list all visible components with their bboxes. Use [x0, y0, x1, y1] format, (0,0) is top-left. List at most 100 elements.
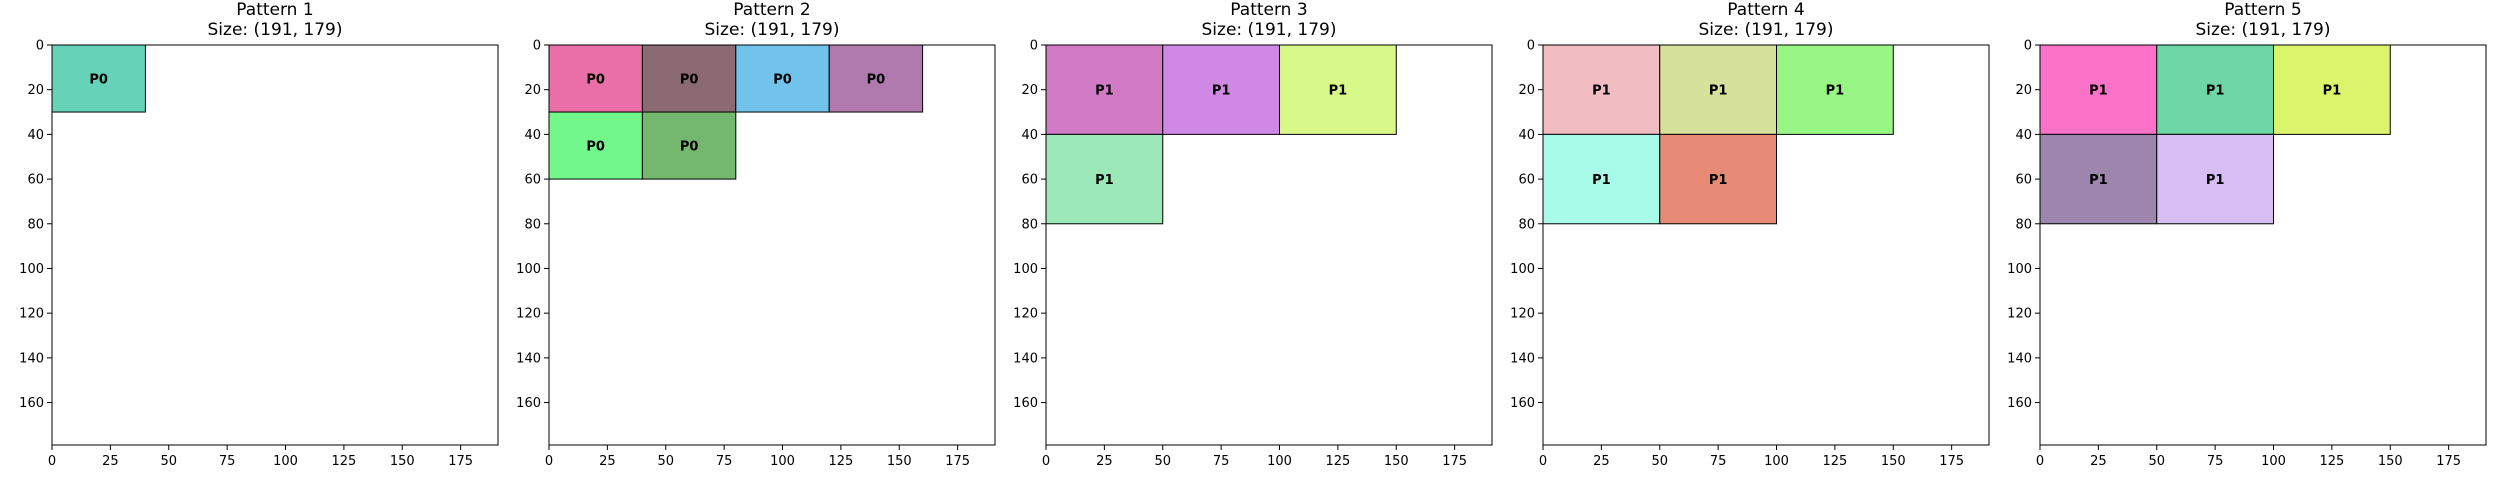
plot-frame — [2039, 44, 2487, 446]
x-tick-label: 75 — [219, 454, 236, 469]
y-tick-label: 20 — [524, 83, 541, 98]
y-tick-label: 120 — [516, 307, 541, 322]
pattern-piece — [1045, 133, 1164, 225]
pattern-piece — [2156, 133, 2275, 225]
chart-subtitle: Size: (191, 179) — [208, 20, 343, 40]
x-tick-label: 75 — [1213, 454, 1230, 469]
y-tick-label: 60 — [27, 173, 44, 188]
x-tick-label: 125 — [2319, 454, 2344, 469]
x-tick-label: 25 — [2090, 454, 2107, 469]
pattern-piece — [1659, 44, 1778, 135]
y-tick-label: 60 — [1021, 173, 1038, 188]
x-tick-label: 0 — [48, 454, 56, 469]
piece-label: P1 — [1095, 84, 1114, 99]
y-tick-label: 60 — [2015, 173, 2032, 188]
y-tick-label: 100 — [1510, 262, 1535, 277]
pattern-piece — [1279, 44, 1397, 135]
x-tick-label: 125 — [828, 454, 853, 469]
plot-frame — [548, 44, 996, 446]
piece-label: P1 — [1592, 173, 1611, 188]
x-tick-label: 75 — [1710, 454, 1727, 469]
y-tick-label: 120 — [1510, 307, 1535, 322]
y-tick-label: 40 — [1518, 128, 1535, 143]
y-tick-label: 140 — [2007, 351, 2032, 366]
plot-frame — [1045, 44, 1493, 446]
x-tick-label: 150 — [887, 454, 912, 469]
pattern-piece — [548, 111, 643, 180]
y-tick-label: 0 — [2024, 39, 2032, 54]
piece-label: P1 — [2089, 84, 2108, 99]
chart-title: Pattern 1 — [236, 0, 313, 20]
x-tick-label: 100 — [770, 454, 795, 469]
y-tick-label: 60 — [1518, 173, 1535, 188]
plot-frame — [1542, 44, 1990, 446]
pattern-piece — [548, 44, 643, 113]
piece-label: P0 — [867, 73, 886, 88]
x-tick-label: 50 — [1651, 454, 1668, 469]
x-tick-label: 100 — [1764, 454, 1789, 469]
y-tick-label: 80 — [1518, 217, 1535, 232]
chart-title: Pattern 3 — [1230, 0, 1307, 20]
pattern-piece — [2273, 44, 2391, 135]
chart-subtitle: Size: (191, 179) — [2196, 20, 2331, 40]
x-tick-label: 50 — [2148, 454, 2165, 469]
y-tick-label: 0 — [1527, 39, 1535, 54]
y-tick-label: 40 — [524, 128, 541, 143]
x-tick-label: 0 — [545, 454, 553, 469]
piece-label: P0 — [680, 140, 699, 155]
x-tick-label: 125 — [1325, 454, 1350, 469]
y-tick-label: 100 — [19, 262, 44, 277]
y-tick-label: 140 — [516, 351, 541, 366]
x-tick-label: 175 — [448, 454, 473, 469]
x-tick-label: 25 — [102, 454, 119, 469]
x-tick-label: 125 — [331, 454, 356, 469]
chart-title: Pattern 2 — [733, 0, 810, 20]
x-tick-label: 0 — [2036, 454, 2044, 469]
y-tick-label: 20 — [1518, 83, 1535, 98]
piece-label: P1 — [2323, 84, 2342, 99]
pattern-piece — [735, 44, 830, 113]
x-tick-label: 100 — [273, 454, 298, 469]
x-tick-label: 75 — [2207, 454, 2224, 469]
x-tick-label: 100 — [2261, 454, 2286, 469]
pattern-piece — [2039, 133, 2158, 225]
x-tick-label: 0 — [1042, 454, 1050, 469]
y-tick-label: 140 — [1510, 351, 1535, 366]
y-tick-label: 140 — [19, 351, 44, 366]
piece-label: P1 — [1095, 173, 1114, 188]
x-tick-label: 50 — [160, 454, 177, 469]
x-tick-label: 175 — [2436, 454, 2461, 469]
x-tick-label: 175 — [1939, 454, 1964, 469]
y-tick-label: 120 — [19, 307, 44, 322]
y-tick-label: 80 — [1021, 217, 1038, 232]
y-tick-label: 20 — [27, 83, 44, 98]
piece-label: P1 — [1329, 84, 1348, 99]
y-tick-label: 40 — [1021, 128, 1038, 143]
y-tick-label: 120 — [1013, 307, 1038, 322]
pattern-piece — [1776, 44, 1894, 135]
x-tick-label: 75 — [716, 454, 733, 469]
pattern-piece — [1162, 44, 1281, 135]
chart-title: Pattern 4 — [1727, 0, 1804, 20]
y-tick-label: 120 — [2007, 307, 2032, 322]
x-tick-label: 25 — [599, 454, 616, 469]
x-tick-label: 100 — [1267, 454, 1292, 469]
x-tick-label: 150 — [1881, 454, 1906, 469]
piece-label: P0 — [586, 73, 605, 88]
x-tick-label: 150 — [390, 454, 415, 469]
x-tick-label: 50 — [657, 454, 674, 469]
y-tick-label: 160 — [1013, 396, 1038, 411]
piece-label: P0 — [773, 73, 792, 88]
chart-subtitle: Size: (191, 179) — [1699, 20, 1834, 40]
y-tick-label: 80 — [2015, 217, 2032, 232]
y-tick-label: 40 — [2015, 128, 2032, 143]
piece-label: P1 — [1709, 84, 1728, 99]
pattern-piece — [641, 111, 737, 180]
y-tick-label: 20 — [1021, 83, 1038, 98]
x-tick-label: 0 — [1539, 454, 1547, 469]
pattern-piece — [828, 44, 924, 113]
